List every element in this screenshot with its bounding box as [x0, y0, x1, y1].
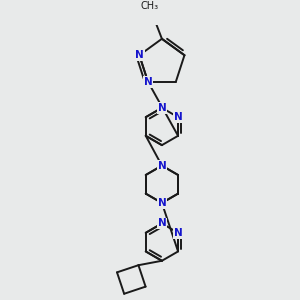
Text: N: N	[158, 218, 166, 229]
Text: N: N	[158, 160, 166, 171]
Text: CH₃: CH₃	[140, 1, 158, 10]
Text: N: N	[174, 112, 182, 122]
Text: N: N	[135, 50, 144, 60]
Text: N: N	[158, 103, 166, 113]
Text: N: N	[144, 77, 152, 87]
Text: N: N	[158, 198, 166, 208]
Text: N: N	[174, 228, 182, 238]
